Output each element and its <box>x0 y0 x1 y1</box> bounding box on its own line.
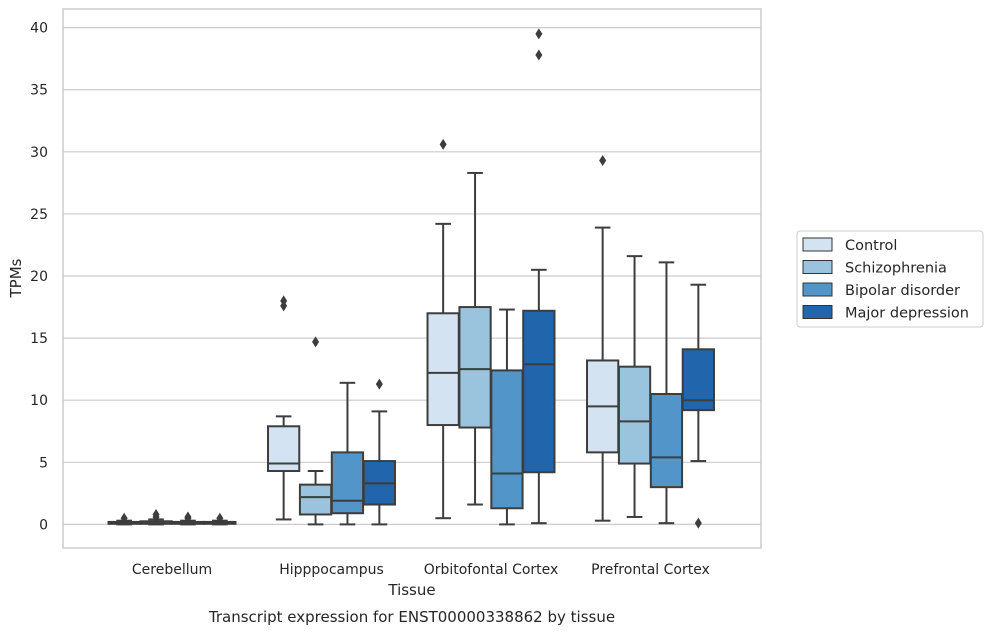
legend-label: Control <box>845 238 897 254</box>
y-tick-label: 30 <box>30 145 48 161</box>
box <box>617 365 652 465</box>
outlier-point <box>535 28 543 40</box>
x-tick-label: Hipppocampus <box>279 562 384 578</box>
legend-swatch <box>802 305 833 319</box>
outlier-point <box>120 512 128 524</box>
outlier-point <box>375 378 383 390</box>
y-tick-label: 10 <box>30 393 48 409</box>
outlier-point <box>184 511 192 523</box>
legend: Control Schizophrenia Bipolar disorder Majo… <box>796 230 984 328</box>
outlier-point <box>216 512 224 524</box>
outlier-point <box>599 155 607 167</box>
outlier-point <box>312 336 320 348</box>
y-tick-label: 35 <box>30 83 48 99</box>
x-axis-label: Tissue <box>387 581 435 599</box>
box <box>522 309 556 474</box>
legend-label: Major depression <box>845 306 969 322</box>
y-tick-label: 25 <box>30 207 48 223</box>
outlier-point <box>439 138 447 150</box>
outlier-point <box>280 295 288 307</box>
legend-swatch <box>802 237 833 252</box>
legend-label: Schizophrenia <box>845 261 947 277</box>
plot-frame <box>62 8 762 549</box>
x-axis-ticks: Cerebellum Hipppocampus Orbitofontal Corte… <box>132 562 710 578</box>
box <box>330 451 365 515</box>
outlier-point <box>152 508 160 520</box>
outlier-point <box>535 49 543 61</box>
box <box>649 393 684 489</box>
y-tick-label: 5 <box>39 455 48 471</box>
y-tick-label: 40 <box>30 21 48 37</box>
y-axis-ticks: 0 5 10 15 20 25 30 35 40 <box>30 21 48 534</box>
y-tick-label: 0 <box>39 517 48 533</box>
gridlines <box>63 27 761 526</box>
box-groups <box>107 28 715 529</box>
outlier-point <box>694 517 702 529</box>
box <box>458 306 492 429</box>
chart-title: Transcript expression for ENST0000033886… <box>208 608 615 626</box>
box <box>490 369 524 510</box>
x-tick-label: Prefrontal Cortex <box>591 562 710 578</box>
x-tick-label: Cerebellum <box>132 562 212 578</box>
box <box>426 312 460 427</box>
x-tick-label: Orbitofontal Cortex <box>424 562 559 578</box>
legend-swatch <box>802 260 833 274</box>
legend-frame <box>796 230 984 328</box>
y-axis-label: TPMs <box>7 258 25 298</box>
y-tick-label: 20 <box>30 269 48 285</box>
box <box>298 483 333 516</box>
legend-swatch <box>802 282 833 297</box>
legend-label: Bipolar disorder <box>845 283 960 299</box>
y-tick-label: 15 <box>30 331 48 347</box>
